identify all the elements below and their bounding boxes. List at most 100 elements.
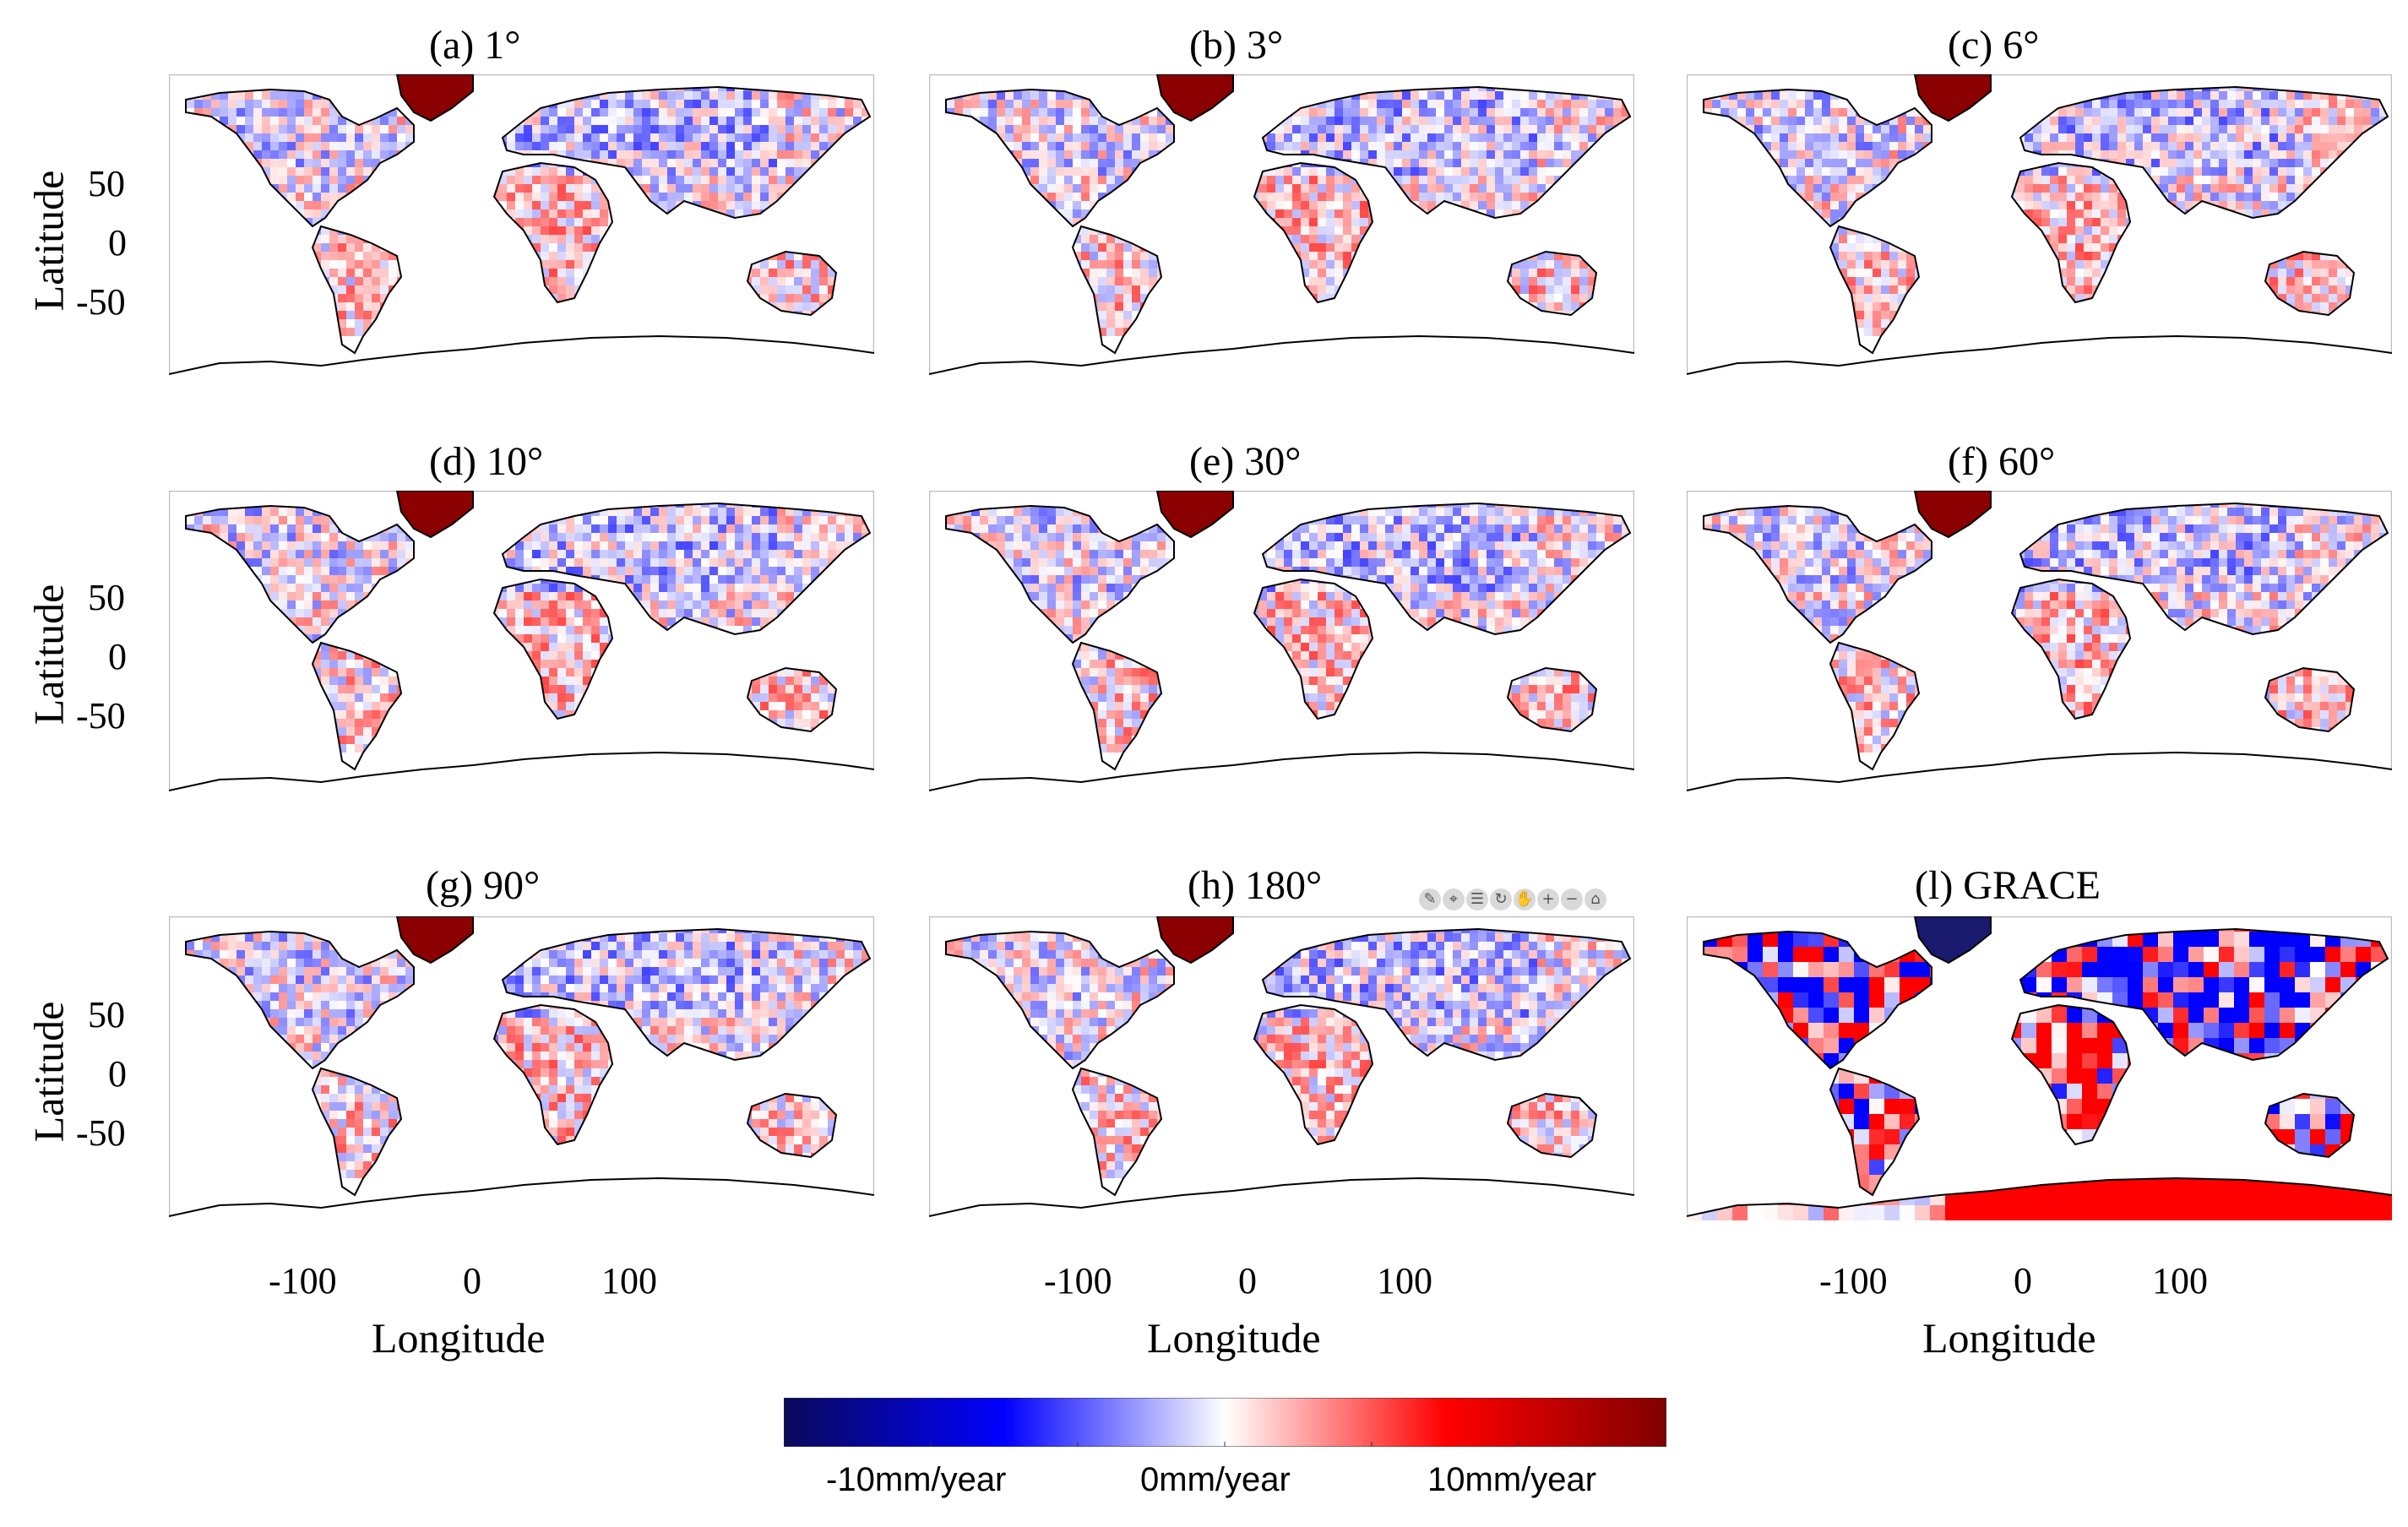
map-panel-h (929, 916, 1634, 1220)
ytick-0-r3: 0 (108, 1056, 127, 1093)
coastline-samerica (1071, 225, 1163, 355)
greenland-region (1155, 74, 1234, 122)
greenland-region (1913, 74, 1992, 122)
coastline-australia (2264, 1092, 2356, 1159)
coastline-australia (1506, 666, 1598, 733)
panel-title-c: (c) 6° (1948, 25, 2039, 66)
coastline-samerica (1829, 1067, 1921, 1197)
panel-title-e: (e) 30° (1189, 442, 1301, 482)
coastline-namerica (185, 930, 415, 1070)
coastline-australia (1506, 250, 1598, 317)
coastline-antarctica (169, 1176, 874, 1217)
ytick-0-r1: 0 (108, 225, 127, 262)
xtick-0-l: 0 (2014, 1263, 2032, 1300)
coastline-africa (492, 578, 614, 720)
coastline-samerica (311, 1067, 403, 1197)
colorbar-label-neg: -10mm/year (826, 1461, 1006, 1499)
ylabel-row2: Latitude (24, 584, 73, 725)
coastline-antarctica (929, 334, 1634, 375)
colorbar-label-zero: 0mm/year (1140, 1461, 1291, 1499)
coastline-australia (746, 250, 838, 317)
xlabel-l: Longitude (1922, 1313, 2096, 1362)
coastline-antarctica (929, 751, 1634, 791)
home-icon[interactable]: ⌂ (1584, 888, 1606, 910)
coastline-samerica (1829, 225, 1921, 355)
greenland-region (395, 491, 474, 539)
ytick-m50-r3: -50 (76, 1115, 126, 1152)
coastline-samerica (1071, 641, 1163, 771)
coastline-samerica (311, 225, 403, 355)
coastline-africa (1253, 161, 1374, 304)
pan-icon[interactable]: ✋ (1514, 888, 1536, 910)
ylabel-row3: Latitude (24, 1002, 73, 1143)
coastline-eurasia (2019, 502, 2389, 636)
data-tip-icon[interactable]: ⌖ (1443, 888, 1465, 910)
coastline-samerica (311, 641, 403, 771)
map-panel-a (169, 74, 874, 378)
panel-title-g: (g) 90° (426, 866, 540, 906)
coastline-australia (2264, 666, 2356, 733)
panel-title-h: (h) 180° (1188, 866, 1322, 906)
coastline-eurasia (501, 502, 872, 636)
greenland-region (395, 74, 474, 122)
map-panel-l (1687, 916, 2392, 1220)
coastline-namerica (945, 88, 1175, 228)
panel-title-d: (d) 10° (429, 442, 543, 482)
coastline-antarctica (929, 1176, 1634, 1217)
coastline-namerica (1703, 88, 1932, 228)
colorbar-label-pos: 10mm/year (1427, 1461, 1596, 1499)
coastline-africa (492, 1003, 614, 1146)
legend-icon[interactable]: ☰ (1466, 888, 1488, 910)
colorbar (784, 1398, 1666, 1447)
map-panel-c (1687, 74, 2392, 378)
panel-title-f: (f) 60° (1948, 442, 2055, 482)
coastline-australia (746, 666, 838, 733)
rotate-icon[interactable]: ↻ (1490, 888, 1512, 910)
greenland-region (1155, 491, 1234, 539)
figure-toolbar[interactable]: ✎ ⌖ ☰ ↻ ✋ + − ⌂ (1419, 888, 1606, 910)
coastline-samerica (1829, 641, 1921, 771)
ytick-50-r1: 50 (88, 166, 125, 203)
coastline-eurasia (1261, 927, 1632, 1062)
coastline-africa (2010, 578, 2132, 720)
ytick-m50-r1: -50 (76, 284, 126, 321)
greenland-region (1913, 916, 1992, 965)
coastline-africa (2010, 161, 2132, 304)
xtick-0-h: 0 (1238, 1263, 1257, 1300)
coastline-africa (1253, 1003, 1374, 1146)
xlabel-h: Longitude (1147, 1313, 1321, 1362)
ytick-50-r2: 50 (88, 579, 125, 617)
coastline-namerica (945, 930, 1175, 1070)
zoom-out-icon[interactable]: − (1561, 888, 1583, 910)
coastline-antarctica (1687, 751, 2392, 791)
xtick-100-l: 100 (2152, 1263, 2208, 1300)
panel-title-a: (a) 1° (429, 25, 520, 66)
map-panel-e (929, 491, 1634, 795)
coastline-antarctica (169, 751, 874, 791)
greenland-region (395, 916, 474, 965)
coastline-samerica (1071, 1067, 1163, 1197)
coastline-antarctica (1687, 334, 2392, 375)
coastline-eurasia (501, 85, 872, 220)
coastline-eurasia (1261, 502, 1632, 636)
coastline-australia (1506, 1092, 1598, 1159)
greenland-region (1913, 491, 1992, 539)
coastline-eurasia (501, 927, 872, 1062)
xtick-100-h: 100 (1377, 1263, 1432, 1300)
coastline-namerica (185, 504, 415, 644)
brush-icon[interactable]: ✎ (1419, 888, 1441, 910)
coastline-eurasia (2019, 927, 2389, 1062)
xtick-m100-g: -100 (269, 1263, 337, 1300)
map-panel-f (1687, 491, 2392, 795)
coastline-antarctica (169, 334, 874, 375)
coastline-australia (2264, 250, 2356, 317)
coastline-australia (746, 1092, 838, 1159)
map-panel-g (169, 916, 874, 1220)
zoom-in-icon[interactable]: + (1537, 888, 1559, 910)
map-panel-d (169, 491, 874, 795)
coastline-namerica (1703, 504, 1932, 644)
coastline-eurasia (2019, 85, 2389, 220)
xtick-100-g: 100 (601, 1263, 657, 1300)
ytick-0-r2: 0 (108, 639, 127, 676)
ytick-m50-r2: -50 (76, 698, 126, 735)
